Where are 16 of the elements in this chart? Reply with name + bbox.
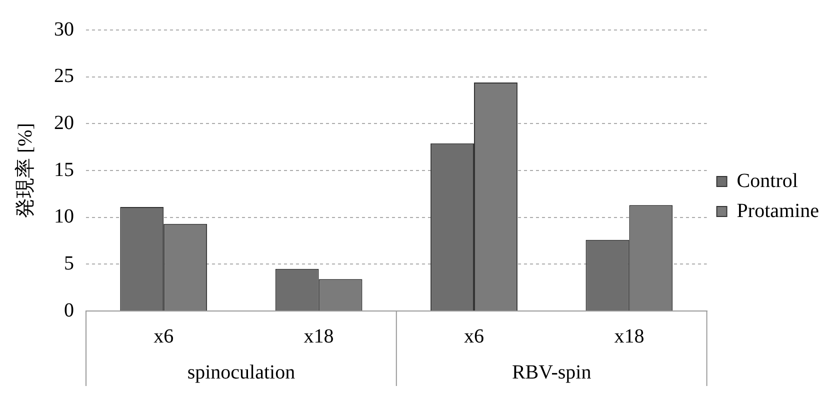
- text: spinoculation: [187, 361, 296, 384]
- legend-label: Control: [736, 170, 798, 192]
- y-tick-label: 0: [64, 299, 74, 322]
- y-tick-label: 30: [54, 18, 74, 40]
- x-tick-label: x18: [614, 325, 644, 348]
- text: RBV-spin: [512, 361, 592, 384]
- x-tick-label: x6: [154, 325, 174, 348]
- y-tick-label: 15: [54, 158, 74, 181]
- y-axis-title: 発現率 [%]: [14, 123, 36, 218]
- y-tick-label: 10: [54, 206, 74, 228]
- x-tick-label: x18: [304, 325, 334, 348]
- legend-label: Protamine: [736, 200, 820, 222]
- y-tick-label: 20: [54, 112, 74, 134]
- x-tick-label: x6: [464, 325, 484, 348]
- y-tick-label: 25: [54, 65, 74, 88]
- y-tick-label: 5: [64, 252, 74, 274]
